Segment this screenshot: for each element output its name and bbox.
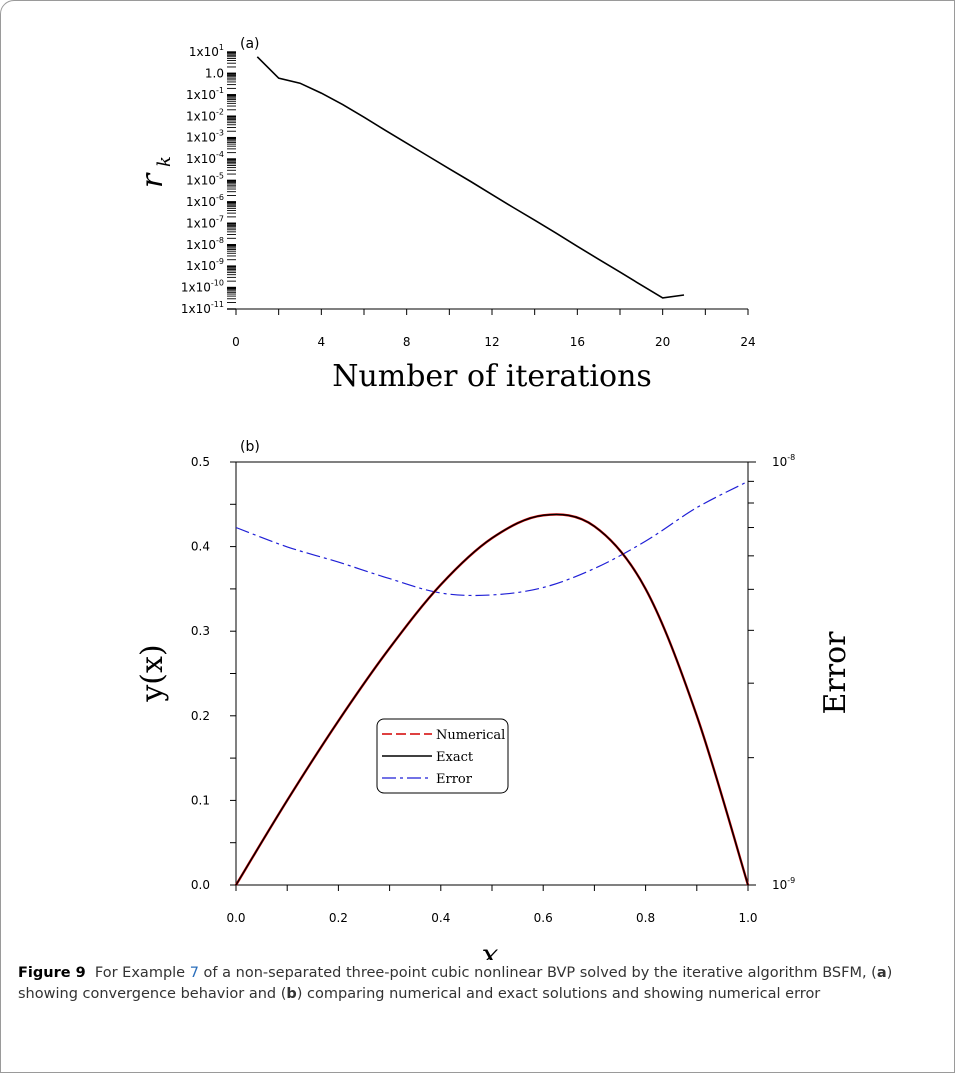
y-axis-title-b: y(x) [135, 644, 170, 702]
y2-axis-title-b: Error [818, 631, 853, 715]
y-tick-label-a: 1x10-8 [186, 236, 224, 252]
legend-box [376, 718, 509, 794]
y-axis-title-main: r [135, 172, 170, 188]
y-tick-label-a: 1x10-6 [186, 193, 224, 209]
y-tick-label-a: 1x10-9 [186, 257, 224, 273]
series-line-a [256, 56, 685, 299]
x-tick-label-a: 24 [740, 335, 755, 349]
series-numerical [234, 513, 750, 886]
y-tick-label-a: 1x101 [189, 43, 224, 59]
x-axis-title-b: x [482, 938, 499, 960]
x-tick-label-a: 0 [232, 335, 240, 349]
x-tick-label-a: 4 [318, 335, 326, 349]
legend-label-numerical: Numerical [436, 728, 505, 743]
chart-a: (a) 0 4 8 12 16 20 24 1x1011.01x10-11x10-21x10… [135, 36, 756, 394]
legend-b: Numerical Exact Error [376, 718, 509, 794]
y-tick-label-b: 0.3 [191, 624, 210, 638]
chart-b: (b) 0.0 0.2 0.4 0.6 0.8 1.0 0.00.10.20.30.40.… [135, 439, 853, 960]
y2-ticks-b: 10-9 10-8 [748, 453, 795, 892]
y-tick-label-a: 1.0 [205, 66, 224, 80]
x-tick-label-b: 0.6 [534, 911, 553, 925]
x-ticks-a: 0 4 8 12 16 20 24 [232, 309, 756, 349]
x-tick-label-a: 12 [484, 335, 499, 349]
x-ticks-b: 0.0 0.2 0.4 0.6 0.8 1.0 [226, 885, 758, 925]
y2-tick-label-b: 10-8 [772, 453, 795, 469]
caption-panel-a: a [876, 965, 887, 981]
figure-canvas: (a) 0 4 8 12 16 20 24 1x1011.01x10-11x10-21x10… [135, 36, 853, 960]
y-tick-label-a: 1x10-4 [186, 150, 224, 166]
x-tick-label-a: 8 [403, 335, 411, 349]
caption-text-2: of a non-separated three-point cubic non… [198, 965, 877, 981]
x-tick-label-b: 0.0 [226, 911, 245, 925]
x-tick-label-b: 0.2 [329, 911, 348, 925]
legend-label-error: Error [436, 772, 473, 787]
x-tick-label-a: 16 [570, 335, 585, 349]
caption-panel-b: b [286, 986, 297, 1002]
y-tick-label-a: 1x10-5 [186, 172, 224, 188]
y-tick-label-a: 1x10-7 [186, 214, 224, 230]
y-tick-label-a: 1x10-2 [186, 107, 224, 123]
y-ticks-a: 1x101 1.0 1x10-1 1x10-2 1x10-3 1x10-4 1x10-5 1x… [181, 43, 236, 316]
caption-example-link[interactable]: 7 [189, 965, 199, 981]
caption-text-4: ) comparing numerical and exact solution… [296, 986, 821, 1002]
x-tick-label-b: 0.8 [636, 911, 655, 925]
y-axis-title-sub: k [154, 156, 175, 167]
plot-frame-b [235, 461, 749, 886]
x-tick-label-b: 0.4 [431, 911, 450, 925]
x-tick-label-a: 20 [655, 335, 670, 349]
series-exact [235, 513, 749, 886]
panel-label-b: (b) [240, 439, 260, 455]
caption-text-3: ) showing convergence behavior and ( [18, 965, 893, 1002]
y-axis-title-a: r k [135, 156, 175, 188]
figure-caption: Figure 9 For Example 7 of a non-separate… [18, 963, 943, 1005]
y-tick-label-a: 1x10-11 [181, 300, 224, 316]
caption-figure-label: Figure 9 [18, 965, 86, 981]
y-tick-label-a: 1x10-3 [186, 129, 224, 145]
caption-text-1: For Example [94, 965, 190, 981]
y-tick-label-b: 0.2 [191, 709, 210, 723]
y-tick-label-a: 1x10-1 [186, 86, 224, 102]
y-ticks-b: 0.0 0.1 0.2 0.3 0.4 0.5 [191, 455, 236, 892]
y2-tick-label-b: 10-9 [772, 876, 795, 892]
x-axis-title-a: Number of iterations [332, 359, 652, 394]
legend-label-exact: Exact [436, 750, 474, 765]
y-tick-label-a: 1x10-10 [181, 279, 224, 295]
y-tick-label-b: 0.1 [191, 793, 210, 807]
y-tick-label-b: 0.4 [191, 540, 210, 554]
y-tick-label-b: 0.5 [191, 455, 210, 469]
x-tick-label-b: 1.0 [738, 911, 757, 925]
panel-label-a: (a) [240, 36, 260, 52]
y-tick-label-b: 0.0 [191, 878, 210, 892]
